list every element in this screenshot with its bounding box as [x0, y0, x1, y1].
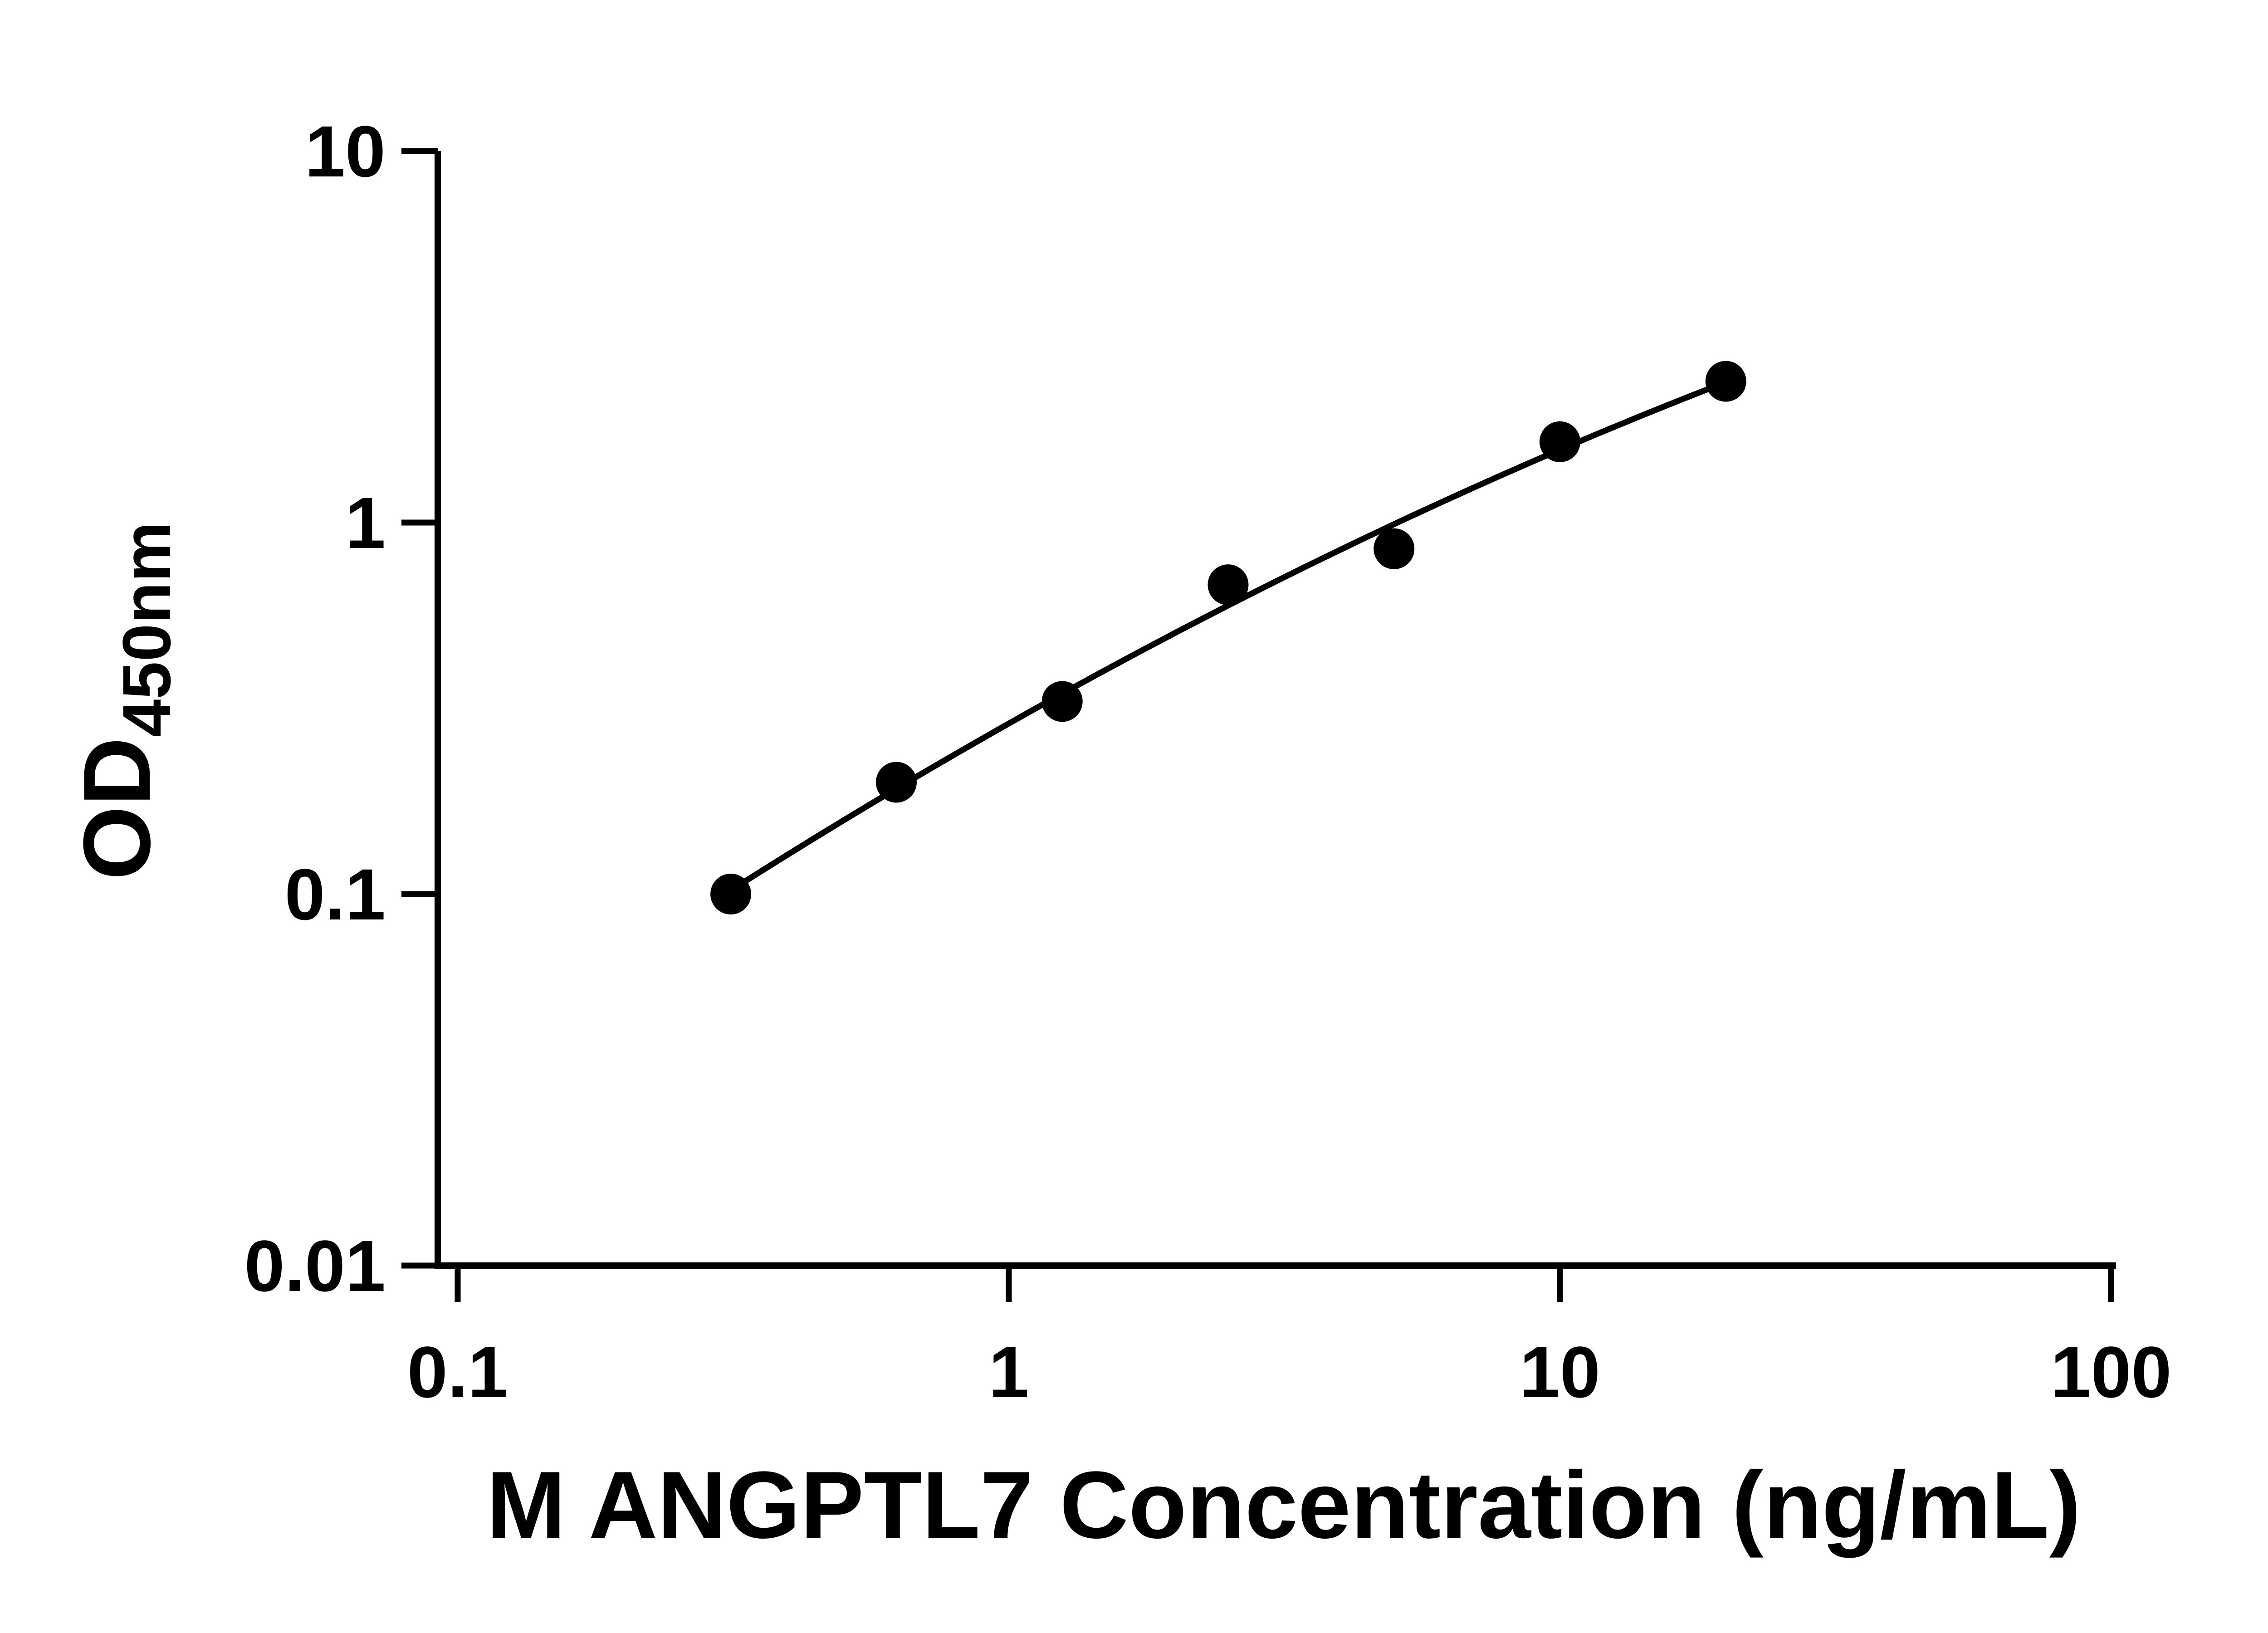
y-axis-title-main: OD — [64, 737, 170, 880]
tick-label-layer: 0.1 1 10 100 0.01 0.1 1 10 — [244, 111, 2172, 1413]
y-tick-label: 1 — [345, 482, 386, 563]
x-tick-label: 1 — [989, 1331, 1029, 1413]
data-point — [1374, 528, 1415, 569]
data-point — [1540, 421, 1580, 462]
y-axis-title: OD450nm — [64, 522, 185, 880]
data-point — [1207, 564, 1249, 606]
data-point — [1705, 361, 1746, 402]
data-point — [875, 762, 917, 803]
x-tick-label: 0.1 — [407, 1331, 508, 1413]
x-tick-label: 10 — [1520, 1331, 1600, 1413]
x-axis-title: M ANGPTL7 Concentration (ng/mL) — [486, 1452, 2081, 1558]
x-tick-label: 100 — [2051, 1331, 2172, 1413]
axes-layer — [435, 151, 2116, 1269]
data-point — [1041, 681, 1083, 722]
y-tick-label: 0.1 — [285, 854, 386, 935]
y-tick-label: 0.01 — [244, 1225, 386, 1306]
y-tick-label: 10 — [305, 111, 386, 192]
data-layer — [710, 361, 1746, 914]
tick-layer — [401, 148, 2114, 1302]
data-point — [710, 874, 752, 914]
fit-curve — [729, 379, 1727, 893]
y-axis-title-subscript: 450nm — [108, 522, 185, 737]
